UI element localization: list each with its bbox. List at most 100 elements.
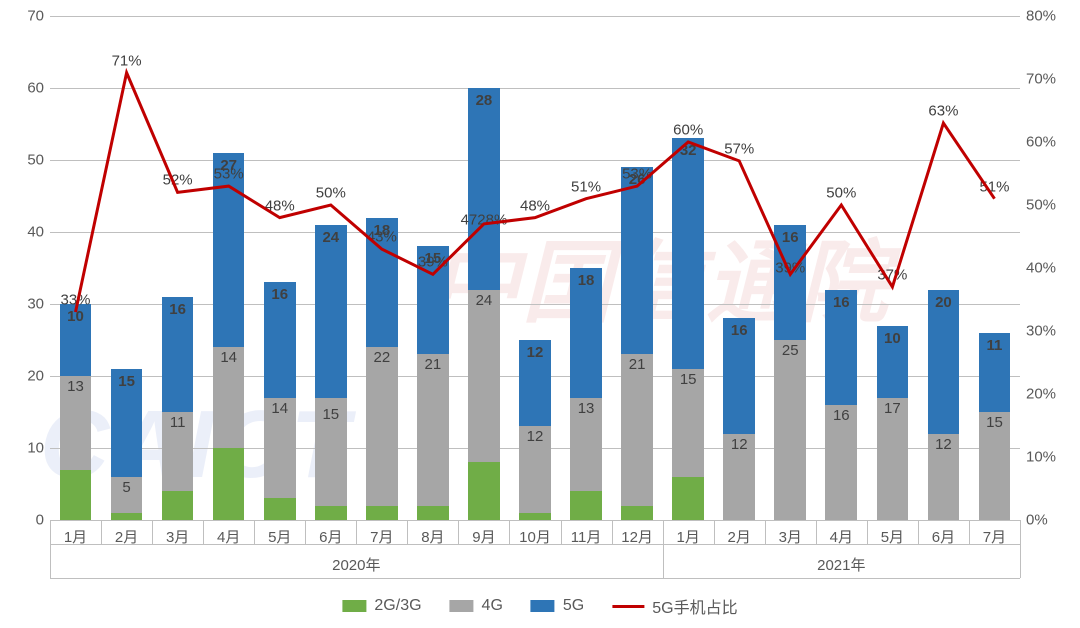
label-5g: 16 bbox=[169, 301, 186, 318]
bar-g5 bbox=[468, 88, 500, 290]
label-5g: 10 bbox=[67, 308, 84, 325]
x-month-label: 8月 bbox=[421, 520, 444, 547]
label-pct: 60% bbox=[673, 121, 703, 138]
label-5g: 12 bbox=[527, 344, 544, 361]
legend-swatch bbox=[342, 600, 366, 612]
x-tick bbox=[203, 520, 204, 544]
label-pct: 4728% bbox=[461, 211, 508, 228]
legend-item: 4G bbox=[450, 597, 503, 615]
bar-g4 bbox=[774, 340, 806, 520]
x-month-label: 1月 bbox=[64, 520, 87, 547]
label-4g: 21 bbox=[629, 356, 646, 373]
label-4g: 15 bbox=[680, 371, 697, 388]
legend-label: 4G bbox=[482, 597, 503, 615]
x-month-label: 5月 bbox=[268, 520, 291, 547]
bar-g2 bbox=[468, 462, 500, 520]
label-4g: 13 bbox=[578, 400, 595, 417]
x-month-label: 10月 bbox=[519, 520, 551, 547]
label-4g: 14 bbox=[220, 349, 237, 366]
x-month-label: 9月 bbox=[472, 520, 495, 547]
label-pct: 39% bbox=[775, 260, 805, 277]
y-right-tick: 0% bbox=[1020, 512, 1048, 529]
bar-g2 bbox=[60, 470, 92, 520]
x-year-label: 2021年 bbox=[817, 554, 865, 575]
bar-g2 bbox=[672, 477, 704, 520]
label-5g: 20 bbox=[935, 294, 952, 311]
label-pct: 63% bbox=[928, 102, 958, 119]
x-month-label: 11月 bbox=[571, 520, 602, 547]
x-tick bbox=[407, 520, 408, 544]
y-left-tick: 10 bbox=[27, 440, 50, 457]
x-axis-bottom-rule bbox=[50, 578, 1020, 579]
x-tick bbox=[714, 520, 715, 544]
x-tick bbox=[612, 520, 613, 544]
label-pct: 39% bbox=[418, 254, 448, 271]
bar-g2 bbox=[315, 506, 347, 520]
label-5g: 16 bbox=[731, 322, 748, 339]
x-month-label: 3月 bbox=[166, 520, 189, 547]
legend-item: 5G手机占比 bbox=[612, 594, 737, 618]
label-4g: 5 bbox=[122, 479, 130, 496]
label-4g: 12 bbox=[731, 436, 748, 453]
x-tick bbox=[561, 520, 562, 544]
x-month-label: 7月 bbox=[983, 520, 1006, 547]
label-4g: 17 bbox=[884, 400, 901, 417]
legend: 2G/3G 4G 5G 5G手机占比 bbox=[342, 594, 737, 618]
label-pct: 48% bbox=[520, 197, 550, 214]
label-pct: 43% bbox=[367, 228, 397, 245]
grid-line bbox=[50, 16, 1020, 17]
x-tick bbox=[101, 520, 102, 544]
bar-g5 bbox=[315, 225, 347, 398]
legend-item: 2G/3G bbox=[342, 597, 421, 615]
grid-line bbox=[50, 232, 1020, 233]
x-month-label: 6月 bbox=[932, 520, 955, 547]
label-pct: 48% bbox=[265, 197, 295, 214]
y-left-tick: 60 bbox=[27, 80, 50, 97]
label-5g: 11 bbox=[987, 337, 1003, 354]
grid-line bbox=[50, 88, 1020, 89]
bar-g2 bbox=[213, 448, 245, 520]
legend-label: 2G/3G bbox=[374, 597, 421, 615]
y-left-tick: 50 bbox=[27, 152, 50, 169]
x-tick bbox=[458, 520, 459, 544]
label-4g: 12 bbox=[935, 436, 952, 453]
x-tick bbox=[765, 520, 766, 544]
label-4g: 15 bbox=[322, 406, 339, 423]
x-tick bbox=[816, 520, 817, 544]
x-tick bbox=[969, 520, 970, 544]
label-4g: 16 bbox=[833, 407, 850, 424]
legend-line bbox=[612, 605, 644, 608]
x-month-label: 1月 bbox=[676, 520, 699, 547]
y-right-tick: 80% bbox=[1020, 8, 1056, 25]
x-year-label: 2020年 bbox=[332, 554, 380, 575]
bar-g2 bbox=[111, 513, 143, 520]
bar-g4 bbox=[417, 354, 449, 505]
legend-label: 5G bbox=[563, 597, 584, 615]
label-4g: 11 bbox=[170, 414, 186, 431]
y-right-tick: 20% bbox=[1020, 386, 1056, 403]
label-5g: 24 bbox=[322, 229, 339, 246]
label-pct: 53% bbox=[622, 165, 652, 182]
legend-item: 5G bbox=[531, 597, 584, 615]
x-month-label: 5月 bbox=[881, 520, 904, 547]
x-tick bbox=[152, 520, 153, 544]
y-left-tick: 40 bbox=[27, 224, 50, 241]
bar-g2 bbox=[570, 491, 602, 520]
label-pct: 57% bbox=[724, 140, 754, 157]
label-4g: 24 bbox=[476, 292, 493, 309]
label-pct: 71% bbox=[112, 52, 142, 69]
label-4g: 21 bbox=[425, 356, 442, 373]
label-pct: 50% bbox=[316, 184, 346, 201]
x-month-label: 6月 bbox=[319, 520, 342, 547]
year-separator bbox=[1020, 520, 1021, 578]
bar-g5 bbox=[672, 138, 704, 368]
label-4g: 14 bbox=[271, 400, 288, 417]
y-right-tick: 40% bbox=[1020, 260, 1056, 277]
x-tick bbox=[918, 520, 919, 544]
label-4g: 13 bbox=[67, 378, 84, 395]
y-right-tick: 50% bbox=[1020, 197, 1056, 214]
bar-g5 bbox=[621, 167, 653, 354]
x-month-label: 4月 bbox=[830, 520, 853, 547]
label-5g: 28 bbox=[476, 92, 493, 109]
legend-label: 5G手机占比 bbox=[652, 594, 737, 618]
